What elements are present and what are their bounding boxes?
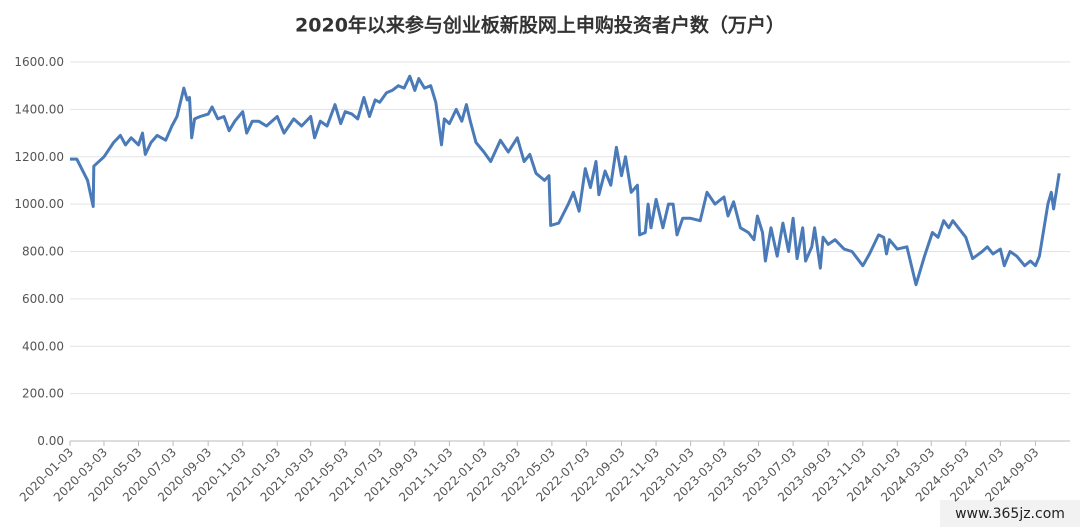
watermark: www.365jz.com <box>955 506 1065 522</box>
y-tick-label: 400.00 <box>22 339 64 353</box>
chart-title: 2020年以来参与创业板新股网上申购投资者户数（万户） <box>295 14 785 37</box>
y-tick-label: 1600.00 <box>14 55 64 69</box>
line <box>70 74 1061 287</box>
y-tick-label: 600.00 <box>22 292 64 306</box>
y-tick-label: 200.00 <box>22 387 64 401</box>
watermark-bg <box>940 500 1080 527</box>
y-tick-label: 1400.00 <box>14 102 64 116</box>
y-tick-label: 0.00 <box>37 434 64 448</box>
y-tick-label: 1200.00 <box>14 150 64 164</box>
y-tick-label: 1000.00 <box>14 197 64 211</box>
y-tick-label: 800.00 <box>22 245 64 259</box>
